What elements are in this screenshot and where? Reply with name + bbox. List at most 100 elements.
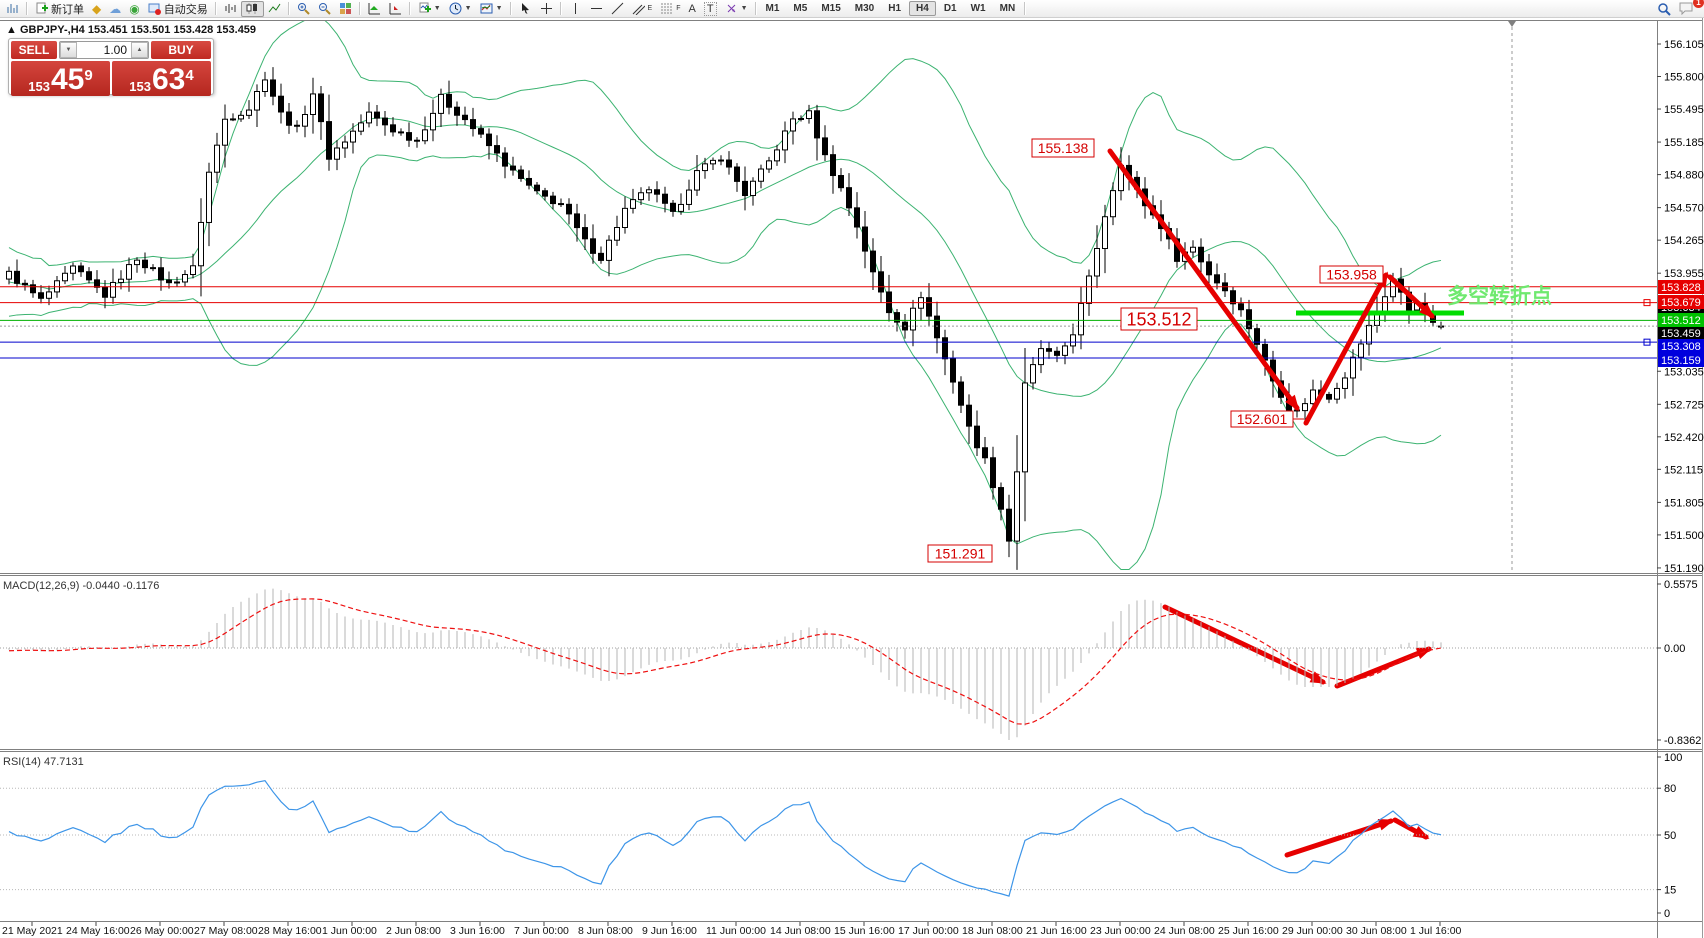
text-label-tool-button[interactable]: T bbox=[700, 1, 721, 17]
separator bbox=[754, 2, 757, 15]
svg-text:3 Jun 16:00: 3 Jun 16:00 bbox=[450, 925, 505, 937]
macd-scale[interactable]: 0.5575 0.00 -0.8362 bbox=[1657, 579, 1701, 747]
bar-chart-button[interactable] bbox=[220, 1, 241, 17]
svg-text:27 May 08:00: 27 May 08:00 bbox=[194, 925, 258, 937]
crosshair-tool-button[interactable] bbox=[536, 1, 557, 17]
svg-text:155.495: 155.495 bbox=[1664, 104, 1704, 116]
symbol-ohlc: 153.451 153.501 153.428 153.459 bbox=[87, 24, 257, 36]
buy-button[interactable]: BUY bbox=[151, 41, 211, 59]
fibonacci-tool-button[interactable]: F bbox=[656, 1, 684, 17]
callout-text[interactable]: 多空转折点 bbox=[1447, 284, 1552, 308]
trend-arrow-6[interactable] bbox=[1284, 818, 1395, 858]
text-tool-button[interactable]: A bbox=[684, 1, 699, 17]
date-scale[interactable]: 21 May 2021 24 May 16:00 26 May 00:00 27 Ma… bbox=[2, 922, 1462, 937]
search-button[interactable] bbox=[1653, 1, 1675, 17]
signals-button[interactable]: ◉ bbox=[125, 1, 143, 17]
timeframe-button-d1[interactable]: D1 bbox=[943, 3, 957, 14]
templates-button[interactable]: ▼ bbox=[476, 1, 507, 17]
market-watch-button[interactable]: ◆ bbox=[88, 1, 105, 17]
trend-arrow-4[interactable] bbox=[1162, 604, 1327, 685]
trend-arrow-2[interactable] bbox=[1303, 271, 1389, 426]
svg-text:153.679: 153.679 bbox=[1661, 297, 1701, 309]
indicators-button[interactable]: ▼ bbox=[414, 1, 445, 17]
svg-text:15: 15 bbox=[1664, 885, 1676, 897]
trend-arrow-1[interactable] bbox=[1107, 148, 1300, 412]
autotrading-button[interactable]: 自动交易 bbox=[144, 1, 212, 17]
timeframe-button-h1[interactable]: H1 bbox=[888, 3, 902, 14]
vertical-line-tool-button[interactable] bbox=[565, 1, 586, 17]
rsi-scale[interactable]: 100 80 50 15 0 bbox=[1657, 752, 1682, 920]
sell-price-prefix: 153 bbox=[28, 79, 50, 94]
annotation-151.291[interactable]: 151.291 bbox=[927, 544, 993, 563]
notifications-button[interactable]: 1 bbox=[1675, 0, 1704, 17]
annotation-153.512[interactable]: 153.512 bbox=[1120, 307, 1198, 331]
new-order-button[interactable]: 新订单 bbox=[31, 1, 88, 17]
line-chart-button[interactable] bbox=[264, 1, 285, 17]
chevron-down-icon: ▼ bbox=[464, 5, 472, 12]
timeframe-button-m30[interactable]: M30 bbox=[854, 3, 875, 14]
cursor-icon bbox=[521, 3, 529, 14]
quote-panel-toggle[interactable]: ▲ bbox=[6, 24, 17, 36]
svg-text:24 May 16:00: 24 May 16:00 bbox=[66, 925, 130, 937]
cloud-button[interactable]: ☁ bbox=[105, 1, 125, 17]
step-forward-button[interactable] bbox=[364, 1, 385, 17]
sell-button[interactable]: SELL bbox=[11, 41, 57, 59]
zoom-out-button[interactable] bbox=[314, 1, 335, 17]
separator bbox=[214, 2, 217, 15]
svg-text:0: 0 bbox=[1664, 908, 1670, 920]
annotation-155.138[interactable]: 155.138 bbox=[1031, 138, 1095, 158]
timeframe-button-m5[interactable]: M5 bbox=[793, 3, 808, 14]
trendline-tool-button[interactable] bbox=[607, 1, 628, 17]
tile-windows-button[interactable] bbox=[335, 1, 356, 17]
svg-text:153.159: 153.159 bbox=[1661, 355, 1701, 367]
signal-icon: ◉ bbox=[129, 1, 140, 16]
svg-text:18 Jun 08:00: 18 Jun 08:00 bbox=[962, 925, 1023, 937]
timeframe-button-mn[interactable]: MN bbox=[999, 3, 1016, 14]
order-marker[interactable] bbox=[1643, 338, 1651, 346]
vertical-line-icon bbox=[574, 3, 576, 14]
timeframe-button-m15[interactable]: M15 bbox=[821, 3, 841, 14]
order-marker[interactable] bbox=[1643, 299, 1651, 307]
channel-tool-button[interactable]: E bbox=[628, 1, 657, 17]
timeframe-button-m1[interactable]: M1 bbox=[765, 3, 780, 14]
periods-button[interactable]: ▼ bbox=[445, 1, 476, 17]
sell-price-display[interactable]: 153 45 9 bbox=[11, 61, 110, 96]
candlestick-chart-icon bbox=[246, 3, 257, 14]
svg-text:50: 50 bbox=[1664, 830, 1676, 842]
rsi-pane[interactable] bbox=[0, 779, 1657, 897]
cursor-tool-button[interactable] bbox=[515, 1, 536, 17]
annotation-152.601[interactable]: 152.601 bbox=[1230, 410, 1304, 428]
zoom-in-button[interactable] bbox=[293, 1, 314, 17]
svg-text:155.800: 155.800 bbox=[1664, 72, 1704, 84]
buy-price-display[interactable]: 153 63 4 bbox=[112, 61, 211, 96]
timeframe-button-h4[interactable]: H4 bbox=[909, 1, 936, 16]
annotation-153.958[interactable]: 153.958 bbox=[1319, 265, 1384, 284]
macd-pane[interactable] bbox=[0, 588, 1657, 740]
volume-increase-button[interactable]: ▲ bbox=[131, 42, 148, 58]
candlestick-chart-button[interactable] bbox=[240, 0, 264, 17]
step-forward-icon bbox=[368, 3, 380, 15]
svg-text:9 Jun 16:00: 9 Jun 16:00 bbox=[642, 925, 697, 937]
step-back-button[interactable] bbox=[385, 1, 406, 17]
symbol-name: GBPJPY-,H4 bbox=[19, 24, 85, 36]
template-icon bbox=[480, 3, 493, 14]
svg-text:154.570: 154.570 bbox=[1664, 203, 1704, 215]
channel-icon bbox=[632, 4, 645, 15]
sell-price-pip: 9 bbox=[84, 67, 93, 84]
new-order-label: 新订单 bbox=[51, 3, 84, 16]
arrows-tool-button[interactable]: ▼ bbox=[721, 1, 752, 17]
volume-decrease-button[interactable]: ▼ bbox=[60, 42, 77, 58]
svg-text:153.512: 153.512 bbox=[1126, 309, 1191, 329]
trend-arrow-3[interactable] bbox=[1387, 274, 1435, 319]
trend-arrow-7[interactable] bbox=[1392, 817, 1430, 840]
svg-text:153.035: 153.035 bbox=[1664, 366, 1704, 378]
price-scale[interactable]: 156.105 155.800 155.495 155.185 154.880 154.5… bbox=[1657, 39, 1704, 575]
horizontal-line-tool-button[interactable] bbox=[586, 1, 607, 17]
svg-text:1 Jun 00:00: 1 Jun 00:00 bbox=[322, 925, 377, 937]
timeframe-button-w1[interactable]: W1 bbox=[970, 3, 986, 14]
chart-preview-icon-button[interactable] bbox=[2, 1, 23, 17]
buy-price-big: 63 bbox=[151, 63, 186, 96]
volume-value[interactable]: 1.00 bbox=[103, 43, 127, 57]
